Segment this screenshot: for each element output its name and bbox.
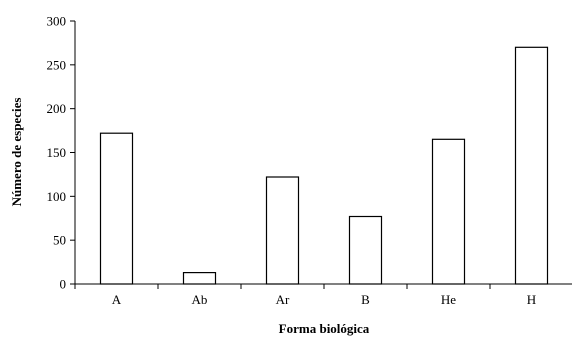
bar-A: [99, 132, 134, 285]
x-ticks-group: A Ab Ar B He H: [74, 284, 536, 307]
y-tick-label: 100: [47, 189, 67, 204]
x-tick-label-H: H: [527, 292, 536, 307]
x-tick-label-B: B: [361, 292, 370, 307]
x-tick-label-He: He: [441, 292, 456, 307]
bar-B: [348, 215, 383, 285]
y-ticks-group: 0 50 100 150 200 250 300: [47, 14, 75, 292]
y-tick-label: 50: [53, 233, 66, 248]
axes-group: [74, 21, 572, 285]
x-tick-label-Ab: Ab: [192, 292, 208, 307]
y-tick-label: 200: [47, 101, 67, 116]
x-axis-title: Forma biológica: [279, 321, 370, 336]
bar-He: [431, 138, 466, 285]
bar-Ar: [265, 176, 300, 285]
x-tick-label-A: A: [112, 292, 122, 307]
y-tick-label: 250: [47, 57, 67, 72]
y-tick-label: 150: [47, 145, 67, 160]
y-tick-label: 300: [47, 14, 67, 29]
bar-Ab: [182, 272, 217, 285]
x-tick-label-Ar: Ar: [276, 292, 290, 307]
bars-group: [99, 46, 549, 285]
y-axis-title: Número de especies: [9, 98, 24, 207]
bar-H: [514, 46, 549, 285]
y-tick-label: 0: [60, 277, 67, 292]
